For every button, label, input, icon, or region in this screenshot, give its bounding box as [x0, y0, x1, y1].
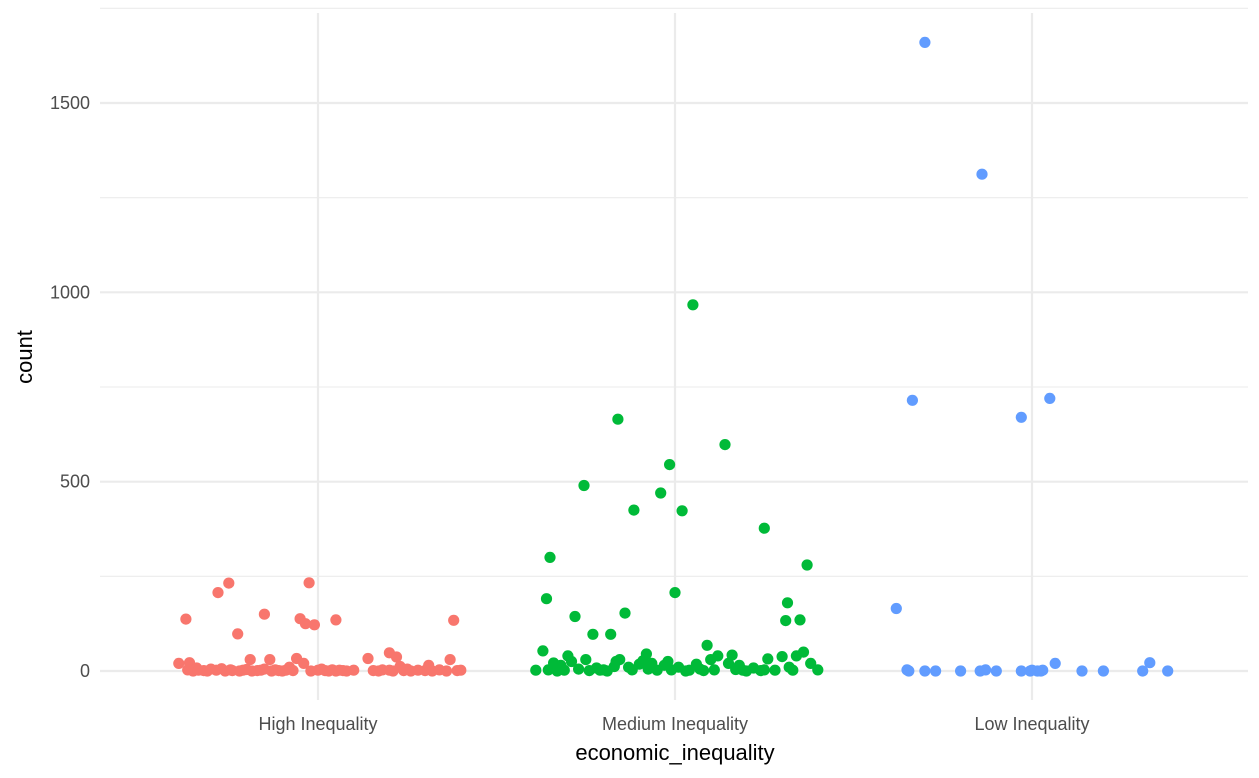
data-point [701, 639, 713, 651]
x-tick-labels: High Inequality Medium Inequality Low Ineq… [258, 714, 1089, 734]
data-point [578, 479, 590, 492]
data-point [287, 665, 299, 677]
data-point [180, 613, 192, 625]
data-point [544, 551, 556, 564]
data-point [303, 577, 315, 589]
data-point [769, 664, 781, 676]
data-point [569, 610, 581, 623]
data-point [537, 645, 549, 657]
data-point [614, 654, 626, 666]
data-point [719, 439, 731, 451]
x-tick-label: Low Inequality [974, 714, 1089, 734]
data-point [390, 651, 403, 663]
y-tick-label: 1500 [50, 93, 90, 113]
y-tick-label: 0 [80, 661, 90, 681]
data-point [1015, 665, 1027, 677]
data-point [258, 608, 270, 620]
data-point [362, 652, 374, 665]
data-point [687, 299, 699, 311]
data-point [655, 487, 667, 499]
data-point [558, 664, 570, 676]
data-point [298, 657, 310, 670]
data-point [698, 665, 710, 677]
x-tick-label: Medium Inequality [602, 714, 748, 734]
y-tick-label: 1000 [50, 282, 90, 302]
data-point [955, 665, 967, 677]
data-point [587, 628, 599, 640]
data-point [330, 614, 342, 626]
data-point [758, 664, 770, 676]
data-point [712, 650, 724, 662]
data-point [794, 614, 806, 626]
data-point [708, 664, 720, 676]
data-point [628, 504, 640, 516]
data-point [605, 628, 617, 640]
data-point [444, 654, 456, 666]
data-point [1076, 665, 1088, 677]
data-point [1162, 665, 1174, 677]
data-point [612, 413, 624, 425]
data-points [173, 36, 1174, 677]
data-point [906, 394, 919, 406]
data-point [565, 655, 578, 668]
data-point [919, 36, 931, 49]
data-point [758, 522, 770, 534]
data-point [264, 654, 276, 666]
y-axis-title: count [12, 330, 37, 384]
data-point [223, 577, 235, 589]
data-point [540, 593, 553, 605]
data-point [640, 648, 653, 660]
data-point [455, 664, 467, 676]
data-point [676, 505, 688, 517]
data-point [573, 663, 585, 675]
data-point [1049, 657, 1061, 670]
data-point [664, 459, 676, 471]
data-point [776, 651, 788, 663]
data-point [801, 559, 813, 571]
data-point [1137, 665, 1149, 677]
x-axis-title: economic_inequality [575, 740, 774, 765]
data-point [1015, 411, 1027, 423]
data-point [1097, 665, 1109, 677]
data-point [903, 665, 915, 677]
data-point [787, 664, 799, 676]
data-point [308, 619, 320, 631]
data-point [1144, 657, 1156, 669]
data-point [173, 657, 185, 670]
data-point [244, 654, 256, 666]
data-point [619, 607, 631, 619]
data-point [930, 665, 942, 677]
data-point [299, 618, 312, 630]
data-point [726, 649, 738, 661]
data-point [662, 655, 674, 668]
data-point [580, 654, 592, 666]
data-point [812, 664, 824, 676]
data-point [890, 602, 902, 615]
data-point [762, 653, 774, 665]
data-point [448, 614, 460, 626]
data-point [348, 664, 360, 676]
data-point [797, 646, 810, 658]
y-tick-label: 500 [60, 472, 90, 492]
x-tick-label: High Inequality [258, 714, 377, 734]
data-point [919, 665, 931, 677]
data-point [530, 664, 542, 676]
data-point [781, 597, 794, 609]
data-point [990, 665, 1002, 677]
data-point [212, 587, 224, 599]
data-point [976, 168, 988, 180]
data-point [780, 615, 792, 627]
data-point [1044, 392, 1056, 404]
data-point [1037, 664, 1049, 676]
data-point [440, 665, 453, 677]
data-point [805, 657, 817, 670]
data-point [980, 664, 992, 676]
data-point [669, 587, 681, 599]
y-tick-labels: 0 500 1000 1500 [50, 93, 90, 681]
data-point [232, 628, 244, 640]
